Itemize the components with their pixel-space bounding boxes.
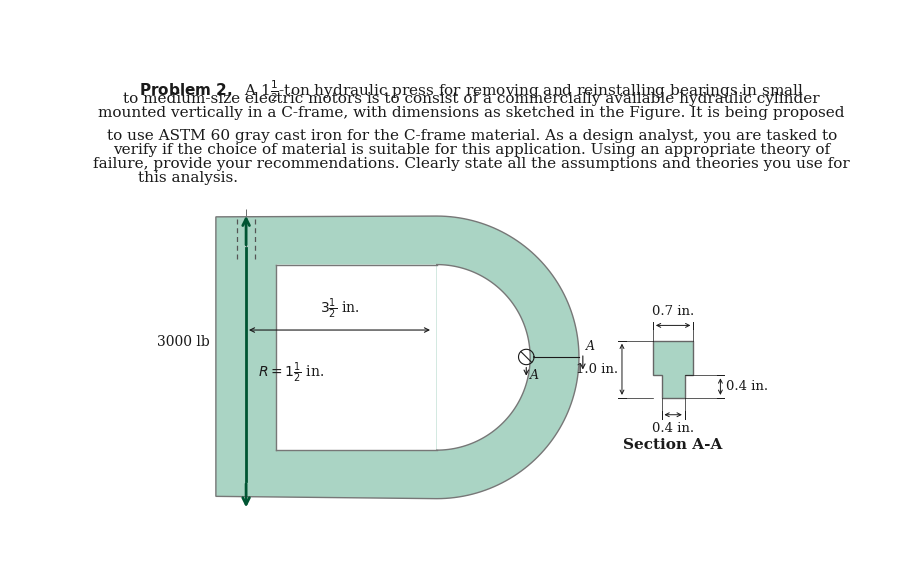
- Text: A: A: [530, 369, 539, 382]
- Text: to use ASTM 60 gray cast iron for the C-frame material. As a design analyst, you: to use ASTM 60 gray cast iron for the C-…: [107, 129, 837, 143]
- Text: 3000 lb: 3000 lb: [157, 335, 210, 349]
- Text: $3\frac{1}{2}$ in.: $3\frac{1}{2}$ in.: [320, 297, 359, 321]
- Text: A: A: [586, 340, 595, 353]
- Text: $\mathbf{Problem\ 2.}$  A 1$\frac{1}{2}$-ton hydraulic press for removing and re: $\mathbf{Problem\ 2.}$ A 1$\frac{1}{2}$-…: [139, 78, 804, 104]
- Polygon shape: [216, 216, 579, 499]
- Text: this analysis.: this analysis.: [138, 171, 239, 185]
- Text: failure, provide your recommendations. Clearly state all the assumptions and the: failure, provide your recommendations. C…: [93, 157, 850, 171]
- Text: $R = 1\frac{1}{2}$ in.: $R = 1\frac{1}{2}$ in.: [258, 361, 324, 385]
- Text: 0.4 in.: 0.4 in.: [726, 380, 768, 393]
- Polygon shape: [276, 264, 530, 450]
- Text: 0.4 in.: 0.4 in.: [652, 423, 694, 435]
- Text: to medium-size electric motors is to consist of a commercially available hydraul: to medium-size electric motors is to con…: [123, 92, 820, 106]
- Text: Section A-A: Section A-A: [624, 438, 723, 452]
- Text: mounted vertically in a C-frame, with dimensions as sketched in the Figure. It i: mounted vertically in a C-frame, with di…: [99, 106, 845, 120]
- Polygon shape: [653, 341, 694, 398]
- Text: 1.0 in.: 1.0 in.: [576, 363, 618, 376]
- Text: verify if the choice of material is suitable for this application. Using an appr: verify if the choice of material is suit…: [113, 143, 830, 157]
- Text: 0.7 in.: 0.7 in.: [652, 305, 694, 318]
